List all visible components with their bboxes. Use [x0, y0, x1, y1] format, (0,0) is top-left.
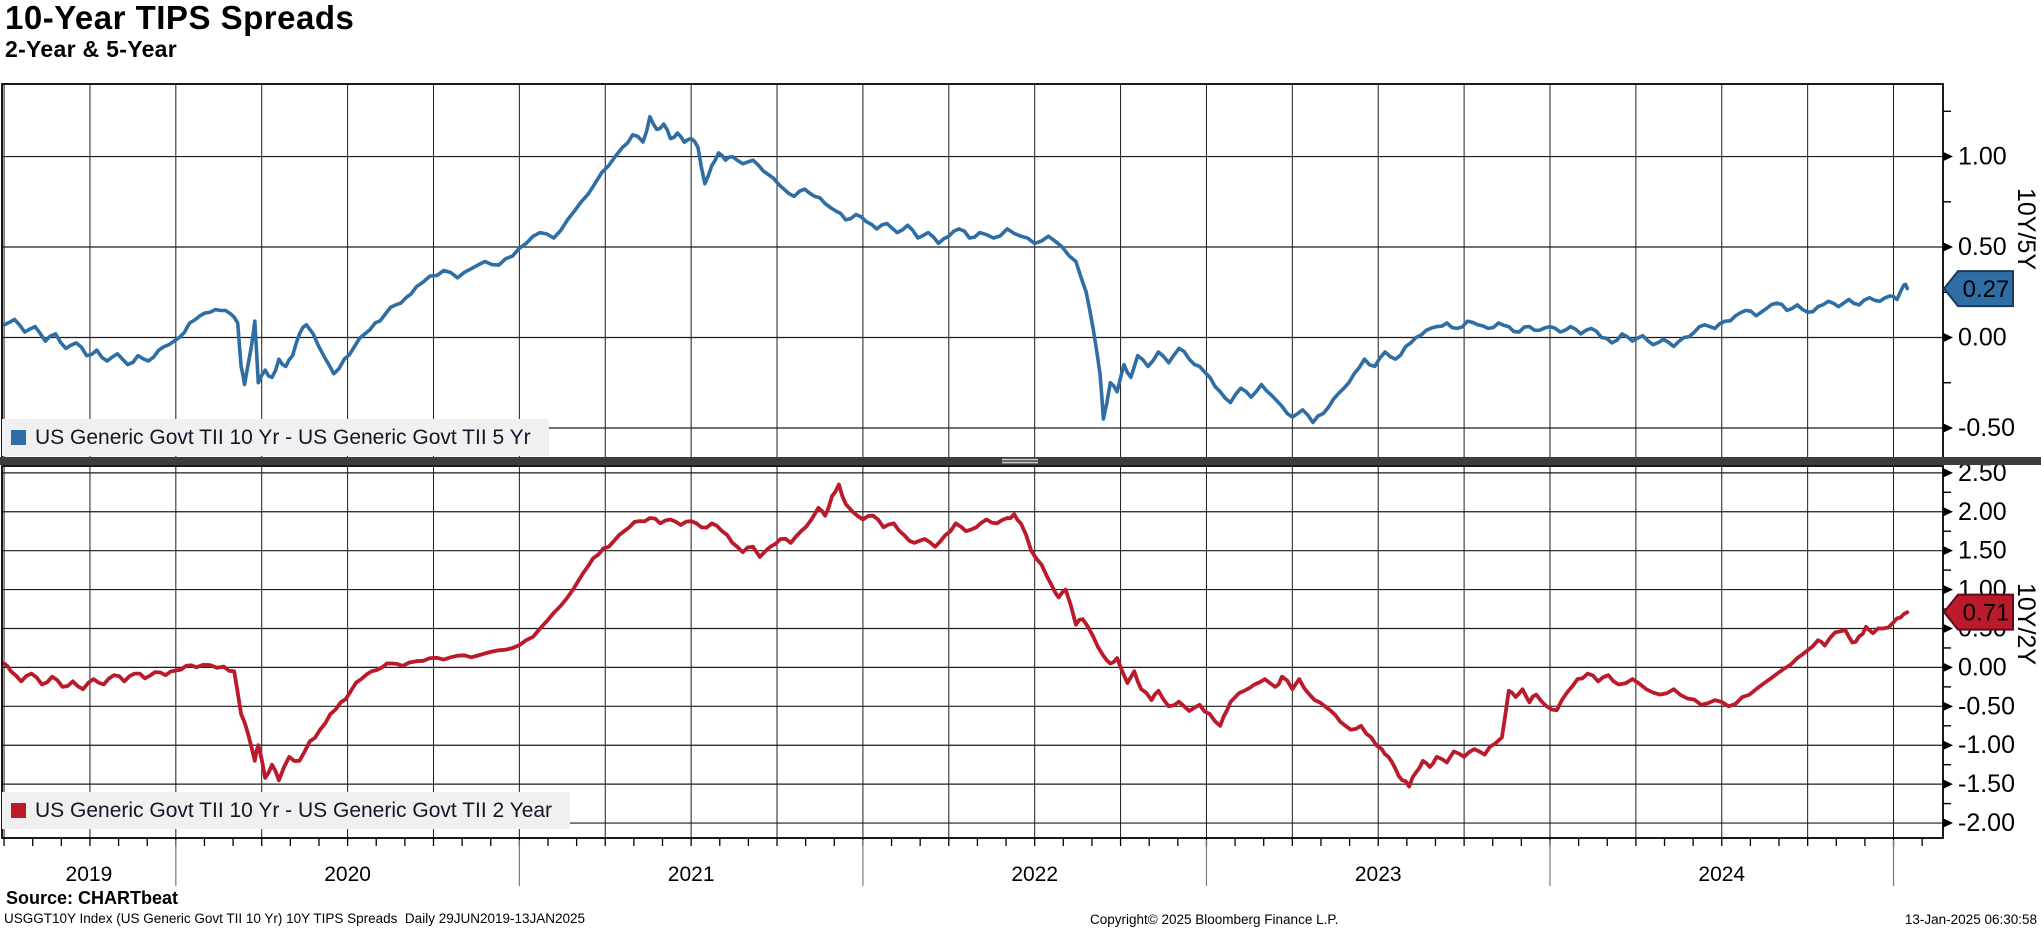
- blue-series-line: [2, 114, 1910, 425]
- svg-text:0.00: 0.00: [1958, 653, 2007, 681]
- bottom-panel: 2.502.001.501.000.500.00-0.50-1.00-1.50-…: [1, 459, 2040, 839]
- svg-text:-0.50: -0.50: [1958, 692, 2015, 720]
- svg-text:-0.50: -0.50: [1958, 414, 2015, 442]
- red-last-value-callout: 0.71: [1942, 593, 2014, 631]
- x-axis-year-label: 2020: [324, 863, 371, 886]
- x-axis-year-label: 2024: [1698, 863, 1745, 886]
- top-panel: 1.00 0.50 0.00 -0.50 10Y/5Y: [1, 83, 2040, 459]
- chart-meta-text: USGGT10Y Index (US Generic Govt TII 10 Y…: [4, 911, 586, 926]
- x-axis-year-label: 2023: [1355, 863, 1402, 886]
- svg-text:0.00: 0.00: [1958, 323, 2007, 351]
- bottom-panel-y-axis: 2.502.001.501.000.500.00-0.50-1.00-1.50-…: [1943, 459, 2015, 837]
- svg-text:1.00: 1.00: [1958, 143, 2007, 171]
- legend-bottom-panel: US Generic Govt TII 10 Yr - US Generic G…: [2, 792, 571, 829]
- legend-top-label: US Generic Govt TII 10 Yr - US Generic G…: [35, 425, 531, 449]
- top-panel-y-axis: 1.00 0.50 0.00 -0.50: [1943, 110, 2015, 442]
- blue-last-value-callout: 0.27: [1942, 270, 2014, 308]
- svg-text:0.71: 0.71: [1963, 600, 2010, 627]
- svg-text:-1.00: -1.00: [1958, 731, 2015, 759]
- svg-text:0.27: 0.27: [1963, 276, 2010, 303]
- chart-header: 10-Year TIPS Spreads 2-Year & 5-Year: [5, 0, 354, 62]
- svg-text:-1.50: -1.50: [1958, 770, 2015, 798]
- legend-bottom-label: US Generic Govt TII 10 Yr - US Generic G…: [35, 798, 553, 822]
- blue-series-swatch-icon: [11, 430, 26, 445]
- svg-text:0.50: 0.50: [1958, 233, 2007, 261]
- source-label: Source: CHARTbeat: [6, 888, 179, 908]
- panel-separator: [0, 457, 2041, 465]
- legend-top-panel: US Generic Govt TII 10 Yr - US Generic G…: [2, 419, 549, 456]
- red-series-swatch-icon: [11, 803, 26, 818]
- copyright-text: Copyright© 2025 Bloomberg Finance L.P.: [1090, 912, 1339, 927]
- svg-text:1.50: 1.50: [1958, 537, 2007, 565]
- page-title: 10-Year TIPS Spreads: [5, 0, 355, 36]
- timestamp-text: 13-Jan-2025 06:30:58: [1904, 912, 2037, 927]
- svg-text:2.00: 2.00: [1958, 498, 2007, 526]
- x-axis-year-label: 2019: [66, 863, 113, 886]
- svg-text:-2.00: -2.00: [1958, 809, 2015, 837]
- separator-grip-handle[interactable]: [1002, 458, 1038, 464]
- bottom-axis-title: 10Y/2Y: [2012, 583, 2040, 665]
- x-axis: 2019 2020 2021 2022 2023 2024: [3, 838, 1923, 886]
- x-axis-year-label: 2022: [1011, 863, 1058, 886]
- x-axis-year-label: 2021: [668, 863, 715, 886]
- red-series-line: [2, 482, 1910, 789]
- top-axis-title: 10Y/5Y: [2012, 188, 2040, 270]
- status-bar: USGGT10Y Index (US Generic Govt TII 10 Y…: [0, 911, 2041, 929]
- page-subtitle: 2-Year & 5-Year: [5, 36, 178, 62]
